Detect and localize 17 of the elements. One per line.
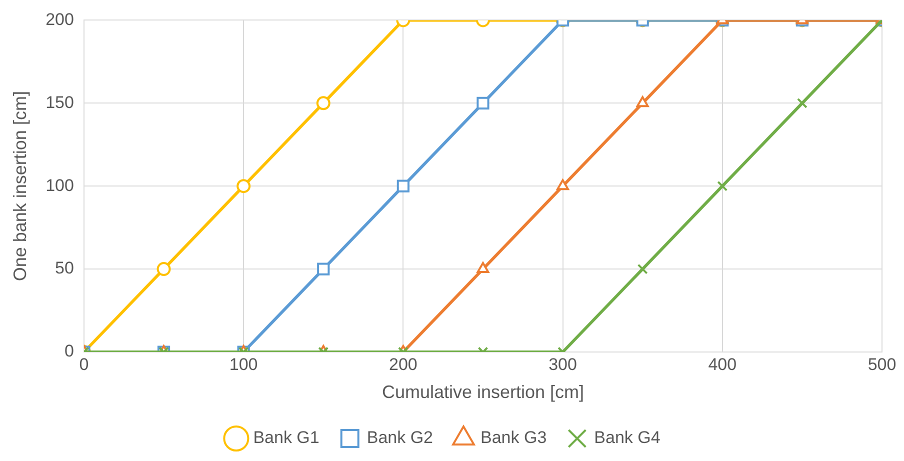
y-tick-label: 150 (46, 92, 74, 112)
y-axis-title: One bank insertion [cm] (10, 91, 30, 282)
legend-label: Bank G3 (480, 428, 547, 448)
y-tick-label: 50 (55, 258, 74, 278)
x-tick-label: 500 (868, 354, 896, 374)
legend-label: Bank G2 (366, 428, 434, 448)
legend-label: Bank G1 (253, 428, 320, 448)
y-tick-label: 100 (46, 176, 74, 195)
x-axis-title: Cumulative insertion [cm] (382, 382, 584, 402)
x-tick-label: 0 (79, 354, 89, 374)
x-tick-label: 300 (548, 354, 577, 374)
y-tick-label: 0 (64, 342, 74, 361)
x-tick-label: 100 (229, 354, 258, 374)
y-tick-label: 200 (46, 10, 74, 29)
x-tick-label: 200 (388, 354, 418, 374)
x-tick-label: 400 (708, 354, 737, 374)
legend-label: Bank G4 (594, 428, 660, 448)
